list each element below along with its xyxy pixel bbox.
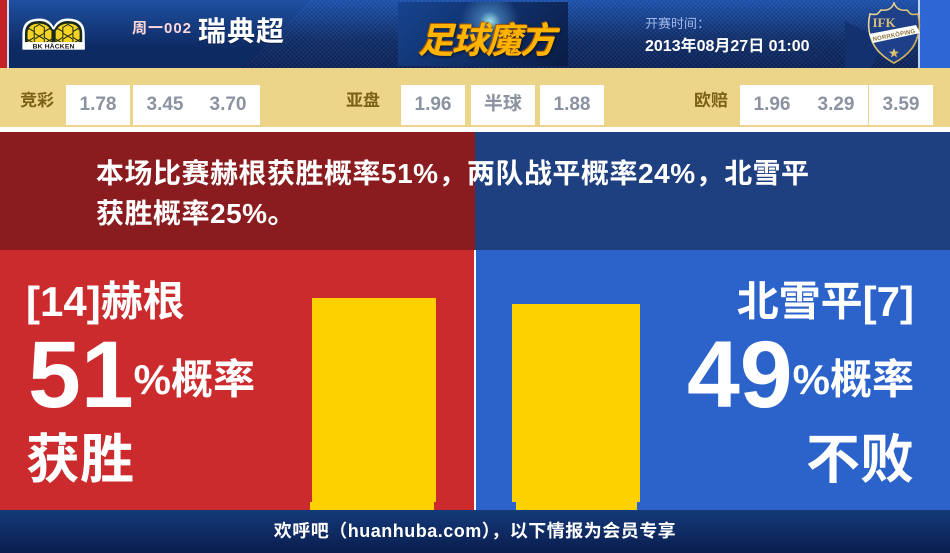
svg-text:BK HÄCKEN: BK HÄCKEN <box>33 42 75 50</box>
svg-text:IFK: IFK <box>872 15 896 30</box>
